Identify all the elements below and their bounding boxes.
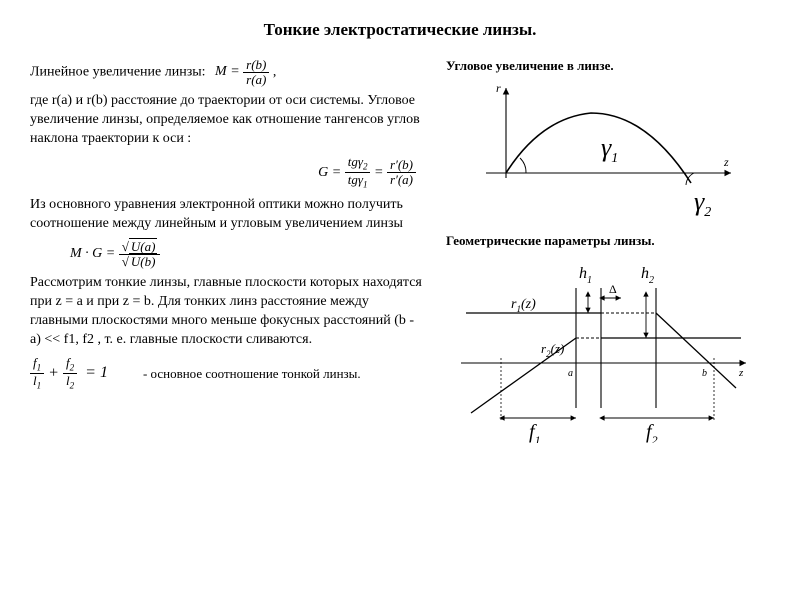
gamma2-label: γ2 (694, 187, 711, 218)
para-linear-mag: Линейное увеличение линзы: M = r(b) r(a)… (30, 58, 426, 86)
mg-num-u: U(a) (129, 238, 158, 254)
left-column: Линейное увеличение линзы: M = r(b) r(a)… (30, 58, 426, 448)
axis-z2-label: z (738, 367, 744, 379)
g-den1-t: tgγ (348, 172, 363, 187)
formula-mg-lhs: M · G = (70, 246, 115, 261)
para3: Рассмотрим тонкие линзы, главные плоскос… (30, 274, 426, 350)
para2: Из основного уравнения электронной оптик… (30, 196, 426, 234)
lens-l2: l2 (63, 374, 77, 391)
f1-label: f1 (529, 421, 541, 443)
formula-mg-row: M · G = U(a) U(b) (30, 240, 426, 268)
formula-g-num2: r′(b) (387, 158, 416, 173)
page-root: Тонкие электростатические линзы. Линейно… (0, 0, 800, 468)
content-columns: Линейное увеличение линзы: M = r(b) r(a)… (30, 58, 770, 448)
formula-m-comma: , (273, 64, 277, 79)
formula-g-lhs: G = (318, 165, 341, 180)
formula-g-den2: r′(a) (387, 173, 416, 187)
diagram-angular-mag: r z γ1 γ2 (446, 78, 746, 218)
right-column: Угловое увеличение в линзе. r z (446, 58, 770, 448)
lens-l1: l1 (30, 374, 44, 391)
r1z-label: r1(z) (511, 297, 536, 314)
r2z-label: r2(z) (541, 341, 564, 359)
formula-mg-frac: U(a) U(b) (119, 240, 161, 268)
a-label: a (568, 368, 573, 379)
axis-r-label: r (496, 81, 501, 95)
ray1-out (656, 313, 736, 388)
formula-m: M = r(b) r(a) (215, 64, 273, 79)
bottom-row: f1 l1 + f2 l2 = 1 - основное соотношение… (30, 356, 426, 391)
axis-z-label: z (723, 155, 729, 169)
formula-g-frac2: r′(b) r′(a) (387, 158, 416, 186)
diagram-geom-params: z (446, 253, 756, 443)
f2-label: f2 (646, 421, 658, 443)
formula-m-den: r(a) (243, 73, 269, 87)
para1-text-c: где r(a) и r(b) расстояние до траектории… (30, 92, 426, 149)
lens-frac2: f2 l2 (63, 356, 77, 391)
g-den1-s: 1 (363, 180, 368, 190)
formula-m-frac: r(b) r(a) (243, 58, 269, 86)
formula-m-num: r(b) (243, 58, 269, 73)
g-num1-t: tgγ (348, 154, 363, 169)
formula-thin-lens: f1 l1 + f2 l2 = 1 (30, 356, 108, 391)
h1-label: h1 (579, 265, 592, 286)
formula-m-lhs: M = (215, 64, 240, 79)
lens-f1: f1 (30, 356, 44, 374)
gamma1-label: γ1 (601, 133, 618, 166)
main-title: Тонкие электростатические линзы. (30, 20, 770, 40)
diagram1-title: Угловое увеличение в линзе. (446, 58, 770, 74)
formula-g-num1: tgγ2 (345, 155, 371, 173)
h2-label: h2 (641, 265, 654, 286)
formula-mg-den: U(b) (119, 255, 161, 269)
lens-plus: + (48, 364, 59, 381)
g-num1-s: 2 (363, 162, 368, 172)
gamma1-arc (520, 158, 526, 173)
formula-g-eq: = (374, 165, 383, 180)
lens-eq1: = 1 (85, 364, 108, 381)
formula-g-den1: tgγ1 (345, 173, 371, 190)
para1-text-a: Линейное увеличение линзы: (30, 64, 206, 79)
delta-label: Δ (609, 282, 617, 296)
gamma2-arc (686, 173, 694, 185)
mg-den-u: U(b) (129, 253, 158, 269)
b-label: b (702, 368, 707, 379)
lens-note: - основное соотношение тонкой линзы. (143, 365, 361, 383)
lens-f2: f2 (63, 356, 77, 374)
formula-g: G = tgγ2 tgγ1 = r′(b) r′(a) (318, 165, 416, 180)
lens-frac1: f1 l1 (30, 356, 44, 391)
formula-g-row: G = tgγ2 tgγ1 = r′(b) r′(a) (30, 155, 426, 190)
diagram2-title: Геометрические параметры линзы. (446, 233, 770, 249)
formula-mg: M · G = U(a) U(b) (70, 246, 160, 261)
formula-g-frac1: tgγ2 tgγ1 (345, 155, 371, 190)
